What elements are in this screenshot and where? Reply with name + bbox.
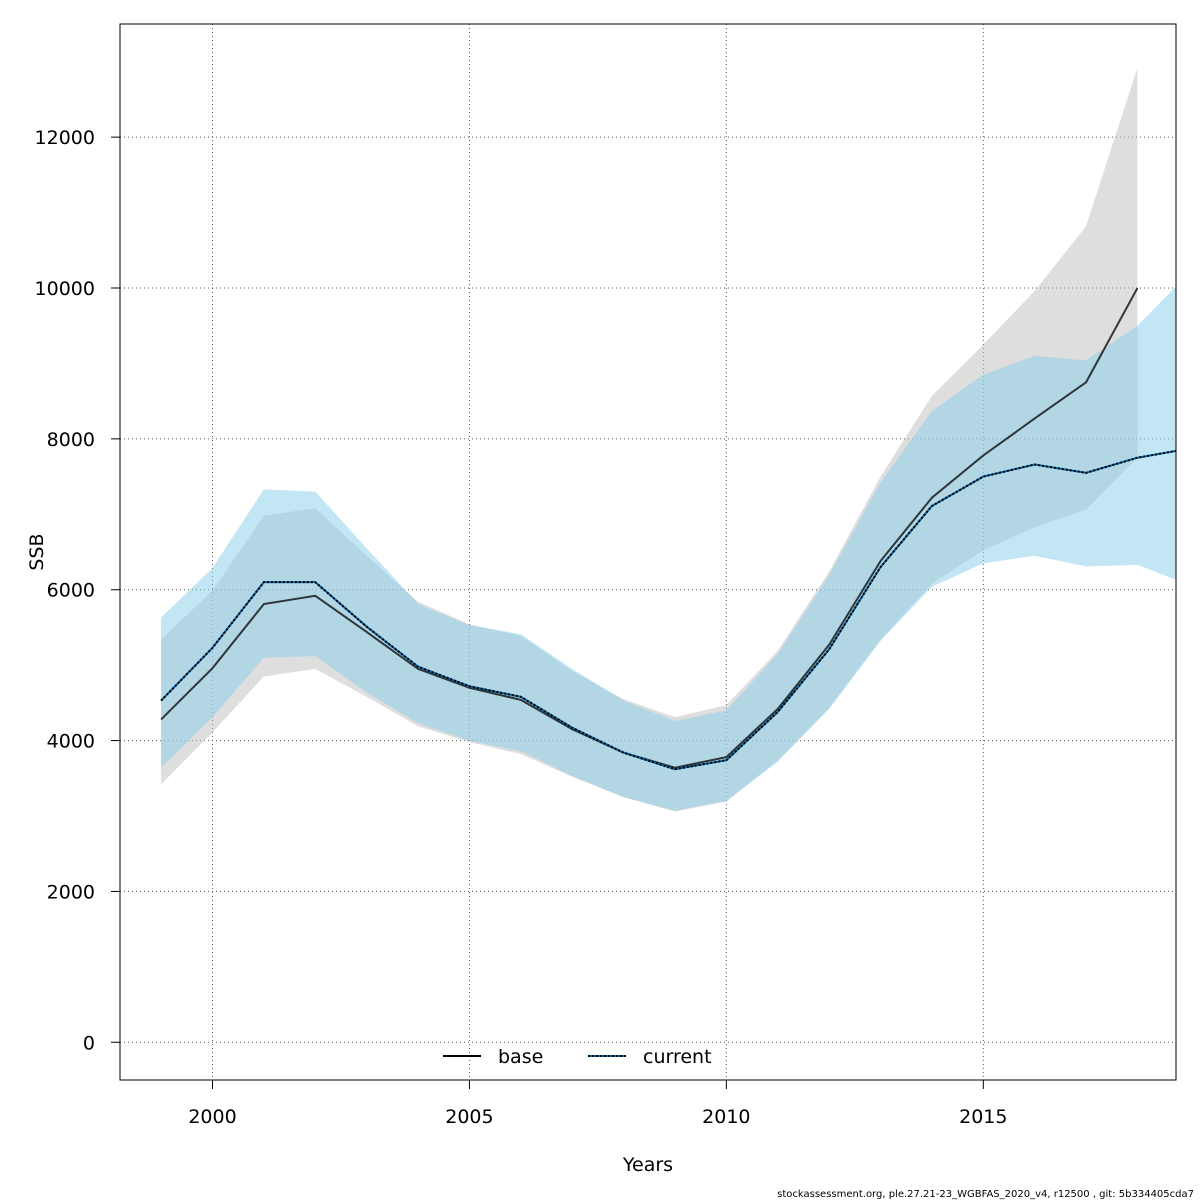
y-tick-label-12000: 12000: [35, 127, 95, 149]
y-axis-title: SSB: [26, 533, 48, 570]
legend: base current: [443, 1046, 712, 1068]
y-tick-label-0: 0: [83, 1032, 95, 1054]
x-tick-label-2010: 2010: [702, 1106, 750, 1128]
x-axis-title: Years: [622, 1154, 673, 1176]
plot-frame: [119, 23, 1177, 1081]
footer-note: stockassessment.org, ple.27.21-23_WGBFAS…: [777, 1189, 1194, 1200]
y-tick-label-8000: 8000: [47, 429, 95, 451]
x-tick-label-2000: 2000: [188, 1106, 236, 1128]
series-lines: [160, 287, 1177, 771]
legend-label-current: current: [643, 1046, 712, 1068]
y-tick-label-6000: 6000: [47, 580, 95, 602]
series-line-current-dots: [160, 449, 1177, 771]
legend-label-base: base: [498, 1046, 543, 1068]
y-tick-label-2000: 2000: [47, 881, 95, 903]
y-axis: 0 2000 4000 6000 8000 10000 12000: [35, 127, 120, 1054]
x-tick-label-2015: 2015: [959, 1106, 1007, 1128]
y-tick-label-4000: 4000: [47, 731, 95, 753]
x-tick-label-2005: 2005: [445, 1106, 493, 1128]
y-tick-label-10000: 10000: [35, 278, 95, 300]
confidence-band-current: [161, 286, 1176, 811]
confidence-bands: [161, 67, 1176, 812]
x-axis: 2000 2005 2010 2015: [188, 1080, 1007, 1128]
